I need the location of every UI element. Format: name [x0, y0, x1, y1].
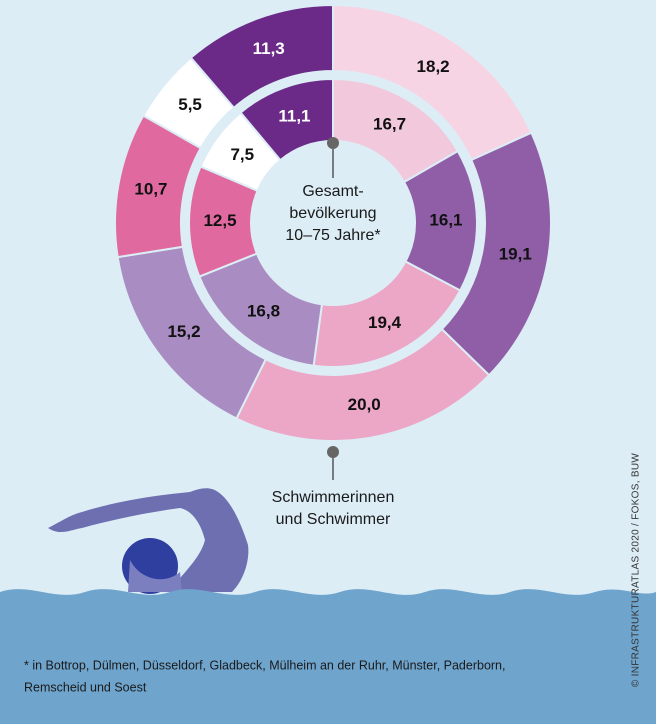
footnote: Remscheid und Soest [24, 680, 147, 694]
value-label: 19,4 [368, 313, 402, 332]
pointer-dot [327, 446, 339, 458]
value-label: 18,2 [417, 57, 450, 76]
ring-label: 10–75 Jahre* [285, 227, 380, 244]
ring-label: bevölkerung [289, 205, 376, 222]
value-label: 7,5 [230, 145, 254, 164]
value-label: 12,5 [203, 211, 236, 230]
ring-label: und Schwimmer [276, 511, 391, 528]
value-label: 19,1 [499, 244, 532, 263]
infographic: 18,2 19,1 20,0 15,2 10,7 5,5 11,3 16,7 16,1 19,4 1… [0, 0, 656, 724]
pointer-dot [327, 137, 339, 149]
credit: © INFRASTRUKTURATLAS 2020 / FOKOS, BUW [631, 453, 642, 687]
value-label: 11,1 [278, 106, 310, 125]
value-label: 20,0 [348, 395, 381, 414]
value-label: 16,1 [429, 211, 462, 230]
water [0, 589, 656, 724]
value-label: 10,7 [134, 180, 167, 199]
footnote: * in Bottrop, Dülmen, Düsseldorf, Gladbe… [24, 658, 505, 672]
value-label: 11,3 [253, 39, 285, 58]
ring-label: Schwimmerinnen [272, 489, 395, 506]
value-label: 5,5 [178, 95, 202, 114]
value-label: 16,8 [247, 302, 280, 321]
value-label: 16,7 [373, 115, 406, 134]
value-label: 15,2 [167, 322, 200, 341]
ring-label: Gesamt- [302, 183, 363, 200]
